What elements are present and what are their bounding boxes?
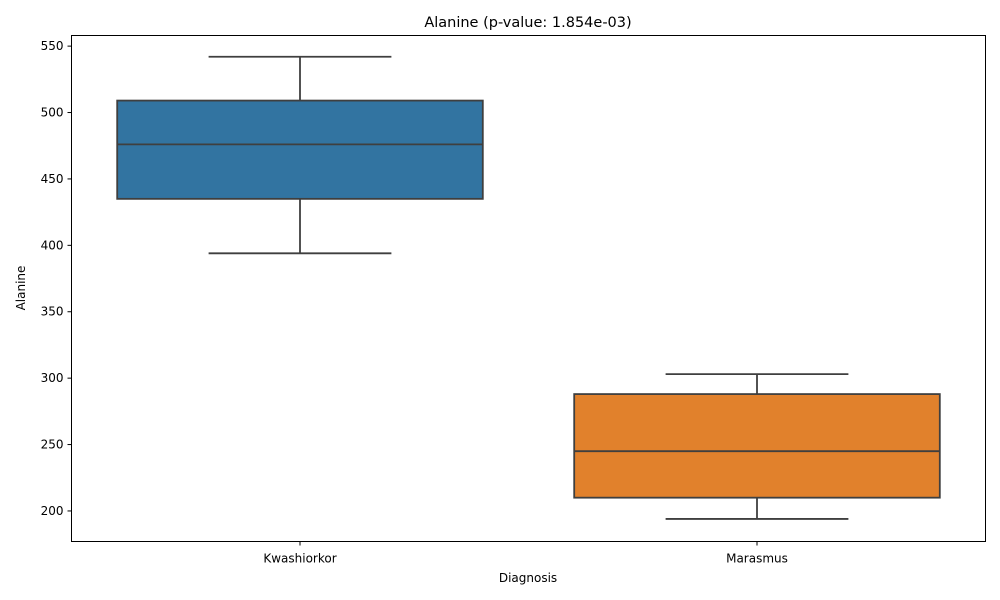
iqr-box xyxy=(116,99,484,200)
y-tick-label: 450 xyxy=(41,172,64,186)
y-tick-label: 400 xyxy=(41,238,64,252)
x-tick-label: Kwashiorkor xyxy=(263,552,336,566)
iqr-box xyxy=(573,393,941,499)
x-tick-label: Marasmus xyxy=(726,552,788,566)
box-kwashiorkor xyxy=(116,55,484,255)
plot-frame xyxy=(71,35,986,542)
y-axis: 200 250 300 350 400 450 500 550 xyxy=(41,39,72,518)
y-axis-label: Alanine xyxy=(14,266,28,311)
x-axis: Kwashiorkor Marasmus xyxy=(263,541,788,566)
y-tick-label: 550 xyxy=(41,39,64,53)
boxes-layer xyxy=(116,55,941,520)
x-axis-label: Diagnosis xyxy=(499,571,557,585)
y-tick-label: 250 xyxy=(41,438,64,452)
y-tick-label: 350 xyxy=(41,305,64,319)
y-tick-label: 500 xyxy=(41,106,64,120)
chart-title: Alanine (p-value: 1.854e-03) xyxy=(424,15,631,31)
y-tick-label: 300 xyxy=(41,371,64,385)
box-marasmus xyxy=(573,373,941,520)
y-tick-label: 200 xyxy=(41,504,64,518)
